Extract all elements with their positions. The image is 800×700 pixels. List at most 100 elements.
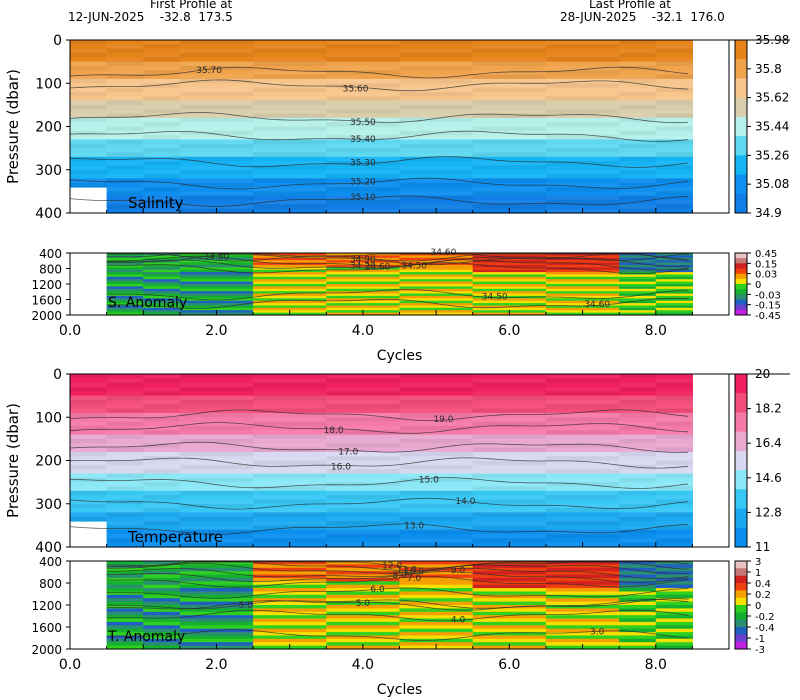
salinity-colorbar-swatch [735,78,747,99]
temperature-cell [326,508,401,513]
temperature-cell [326,421,401,427]
salinity-cell [655,117,693,123]
t_anomaly-cell [545,567,620,572]
temperature-cell [106,473,144,479]
s_anomaly-colorbar-label: -0.45 [755,311,781,322]
s_anomaly-xlabel: Cycles [377,348,423,364]
salinity-cell [70,70,108,76]
s_anomaly-cell [472,307,547,311]
s_anomaly-cell [179,276,254,280]
salinity-cell [655,74,693,80]
temperature-cell [106,529,144,535]
temperature-cell [106,417,144,423]
t_anomaly-cell [545,581,620,586]
temperature-cell [619,430,657,436]
t_anomaly-colorbar-swatch [735,583,747,591]
salinity-cell [106,87,144,93]
temperature-cell [399,430,474,436]
salinity-cell [106,130,144,136]
salinity-cell [619,165,657,171]
salinity-cell [70,148,108,153]
s_anomaly-cell [143,262,181,266]
t_anomaly-contour-line [106,571,689,583]
s_anomaly-cell [545,253,620,256]
temperature-cell [106,421,144,427]
salinity-cell [179,61,254,67]
temperature-cell [399,469,474,474]
salinity-cell [326,96,401,102]
temperature-cell [143,525,181,531]
salinity-cell [253,178,327,184]
t_anomaly-cell [253,591,327,596]
temperature-cell [655,378,693,384]
t_anomaly-cell [545,635,620,640]
salinity-cell [70,169,108,175]
s_anomaly-cell [399,264,474,268]
temperature-cell [545,490,620,496]
temperature-cell [106,521,144,526]
temperature-cell [655,430,693,436]
t_anomaly-cell [545,598,620,603]
salinity-cell [619,53,657,58]
temperature-contour-label: 13.0 [404,521,424,531]
salinity-cell [619,104,657,110]
temperature-cell [619,387,657,392]
salinity-cell [179,156,254,162]
s_anomaly-cell [253,305,327,309]
temperature-cell [179,469,254,474]
salinity-cell [399,96,474,102]
t_anomaly-cell [106,581,144,586]
s_anomaly-ytick-label: 2000 [31,309,62,323]
salinity-cell [655,78,693,84]
t_anomaly-cell [472,611,547,616]
temperature-cell [70,499,108,505]
temperature-contour-line [69,477,689,489]
salinity-cell [655,148,693,153]
s_anomaly-cell [106,264,144,268]
t_anomaly-contour-line [106,576,689,588]
salinity-cell [472,191,547,197]
temperature-contour-label: 19.0 [433,415,453,425]
t_anomaly-cell [399,601,474,606]
s_anomaly-cell [106,267,144,271]
t_anomaly-cell [545,571,620,576]
temperature-cell [326,443,401,449]
s_anomaly-cell [545,279,620,283]
t_anomaly-cell [619,628,657,633]
temperature-cell [472,503,547,509]
temperature-cell [70,508,108,513]
s_anomaly-cell [326,264,401,268]
temperature-cell [472,538,547,544]
salinity-cell [655,178,693,184]
temperature-cell [70,382,108,388]
salinity-cell [106,96,144,102]
s_anomaly-cell [655,286,693,290]
t_anomaly-cell [106,588,144,593]
salinity-cell [143,130,181,136]
salinity-cell [399,87,474,93]
s_anomaly-cell [179,286,254,290]
t_anomaly-cell [399,611,474,616]
s_anomaly-cell [545,288,620,292]
salinity-cell [143,135,181,141]
temperature-cell [399,512,474,518]
s_anomaly-cell [545,307,620,311]
salinity-cell [545,87,620,93]
s_anomaly-cell [179,257,254,261]
salinity-cell [399,139,474,145]
salinity-cell [70,161,108,166]
temperature-colorbar-label: 11 [755,540,770,554]
s_anomaly-cell [253,298,327,302]
t_anomaly-cell [143,615,181,620]
t_anomaly-cell [143,635,181,640]
temperature-cell [655,534,693,539]
temperature-contour-label: 18.0 [324,426,344,436]
salinity-cell [106,126,144,132]
s_anomaly-cell [253,284,327,287]
temperature-cell [326,438,401,444]
temperature-cell [106,434,144,440]
salinity-colorbar-label: 35.44 [755,120,789,134]
salinity-cell [70,78,108,84]
t_anomaly-cell [179,618,254,623]
t_anomaly-cell [399,581,474,586]
